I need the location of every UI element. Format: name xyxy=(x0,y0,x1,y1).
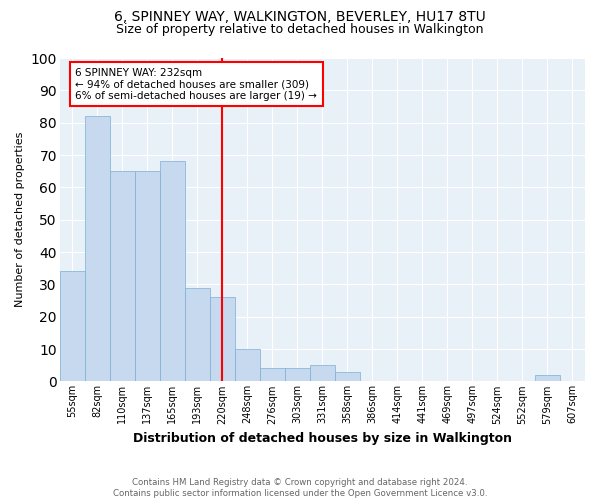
Text: 6 SPINNEY WAY: 232sqm
← 94% of detached houses are smaller (309)
6% of semi-deta: 6 SPINNEY WAY: 232sqm ← 94% of detached … xyxy=(76,68,317,101)
Bar xyxy=(210,298,235,382)
Bar xyxy=(135,171,160,382)
Text: Contains HM Land Registry data © Crown copyright and database right 2024.
Contai: Contains HM Land Registry data © Crown c… xyxy=(113,478,487,498)
Bar xyxy=(60,272,85,382)
Y-axis label: Number of detached properties: Number of detached properties xyxy=(15,132,25,308)
Bar xyxy=(310,365,335,382)
Text: Size of property relative to detached houses in Walkington: Size of property relative to detached ho… xyxy=(116,22,484,36)
Bar xyxy=(160,162,185,382)
X-axis label: Distribution of detached houses by size in Walkington: Distribution of detached houses by size … xyxy=(133,432,512,445)
Bar xyxy=(85,116,110,382)
Text: 6, SPINNEY WAY, WALKINGTON, BEVERLEY, HU17 8TU: 6, SPINNEY WAY, WALKINGTON, BEVERLEY, HU… xyxy=(114,10,486,24)
Bar xyxy=(285,368,310,382)
Bar xyxy=(185,288,210,382)
Bar xyxy=(535,375,560,382)
Bar xyxy=(260,368,285,382)
Bar xyxy=(110,171,135,382)
Bar xyxy=(235,349,260,382)
Bar xyxy=(335,372,360,382)
